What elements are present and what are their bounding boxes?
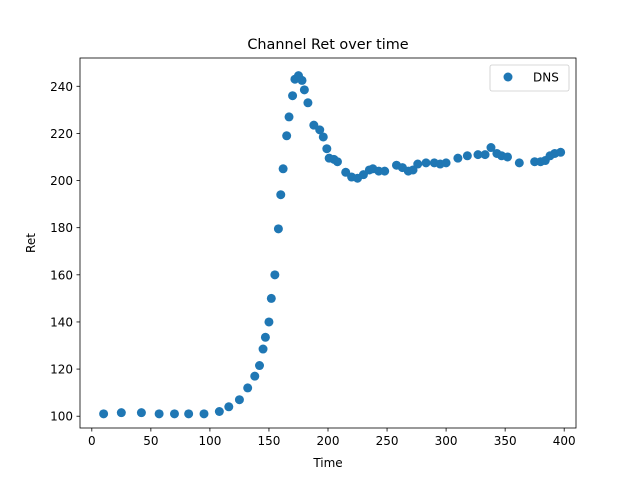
data-point bbox=[421, 158, 431, 168]
legend: DNS bbox=[489, 64, 570, 92]
x-tick-label: 400 bbox=[553, 434, 576, 448]
legend-label: DNS bbox=[533, 71, 559, 85]
y-tick-label: 120 bbox=[50, 363, 73, 377]
data-point bbox=[315, 125, 325, 135]
data-point bbox=[332, 157, 342, 167]
x-axis-label: Time bbox=[312, 456, 342, 470]
data-point bbox=[284, 112, 294, 122]
data-point bbox=[264, 317, 274, 327]
data-point bbox=[303, 98, 313, 108]
data-point bbox=[299, 85, 309, 95]
data-point bbox=[278, 164, 288, 174]
x-tick-label: 150 bbox=[257, 434, 280, 448]
data-point bbox=[224, 402, 234, 412]
data-point bbox=[214, 407, 224, 417]
data-point bbox=[234, 395, 244, 405]
x-axis-ticks: 0 50 100 150 200 250 300 350 400 bbox=[88, 428, 576, 448]
data-point bbox=[462, 151, 472, 161]
data-point bbox=[99, 409, 109, 419]
y-axis-ticks: 100 120 140 160 180 200 220 240 bbox=[50, 80, 80, 424]
x-tick-label: 250 bbox=[376, 434, 399, 448]
x-tick-label: 0 bbox=[88, 434, 96, 448]
data-point bbox=[255, 361, 265, 371]
data-point bbox=[473, 150, 483, 160]
data-point bbox=[199, 409, 209, 419]
data-point bbox=[243, 383, 253, 393]
y-tick-label: 140 bbox=[50, 315, 73, 329]
data-point bbox=[250, 371, 260, 381]
data-point bbox=[288, 91, 298, 101]
data-point bbox=[441, 158, 451, 168]
data-point bbox=[169, 409, 179, 419]
y-tick-label: 200 bbox=[50, 174, 73, 188]
data-point bbox=[270, 270, 280, 280]
data-point bbox=[318, 132, 328, 142]
y-tick-label: 100 bbox=[50, 410, 73, 424]
x-tick-label: 350 bbox=[494, 434, 517, 448]
data-point bbox=[282, 131, 292, 141]
chart-title: Channel Ret over time bbox=[247, 37, 408, 53]
x-tick-label: 100 bbox=[198, 434, 221, 448]
data-point bbox=[413, 159, 423, 169]
data-point bbox=[276, 190, 286, 200]
data-point bbox=[380, 166, 390, 176]
data-point bbox=[136, 408, 146, 418]
data-point bbox=[154, 409, 164, 419]
y-tick-label: 240 bbox=[50, 80, 73, 94]
data-point bbox=[260, 332, 270, 342]
plot-area bbox=[99, 71, 566, 419]
legend-marker bbox=[503, 72, 513, 82]
data-point bbox=[116, 408, 126, 418]
data-point bbox=[453, 153, 463, 163]
y-axis-label: Ret bbox=[24, 233, 38, 253]
data-point bbox=[486, 143, 496, 153]
y-tick-label: 160 bbox=[50, 268, 73, 282]
data-point bbox=[184, 409, 194, 419]
x-tick-label: 50 bbox=[143, 434, 158, 448]
y-tick-label: 220 bbox=[50, 127, 73, 141]
axes-frame bbox=[79, 57, 577, 429]
data-point bbox=[480, 150, 490, 160]
data-point bbox=[556, 147, 566, 157]
data-point bbox=[266, 293, 276, 303]
data-point bbox=[297, 75, 307, 85]
x-tick-label: 300 bbox=[435, 434, 458, 448]
y-tick-label: 180 bbox=[50, 221, 73, 235]
data-point bbox=[258, 344, 268, 354]
data-point bbox=[273, 224, 283, 234]
data-point bbox=[503, 152, 513, 162]
data-point bbox=[514, 158, 524, 168]
legend-frame bbox=[489, 64, 570, 92]
x-tick-label: 200 bbox=[317, 434, 340, 448]
data-point bbox=[322, 144, 332, 154]
